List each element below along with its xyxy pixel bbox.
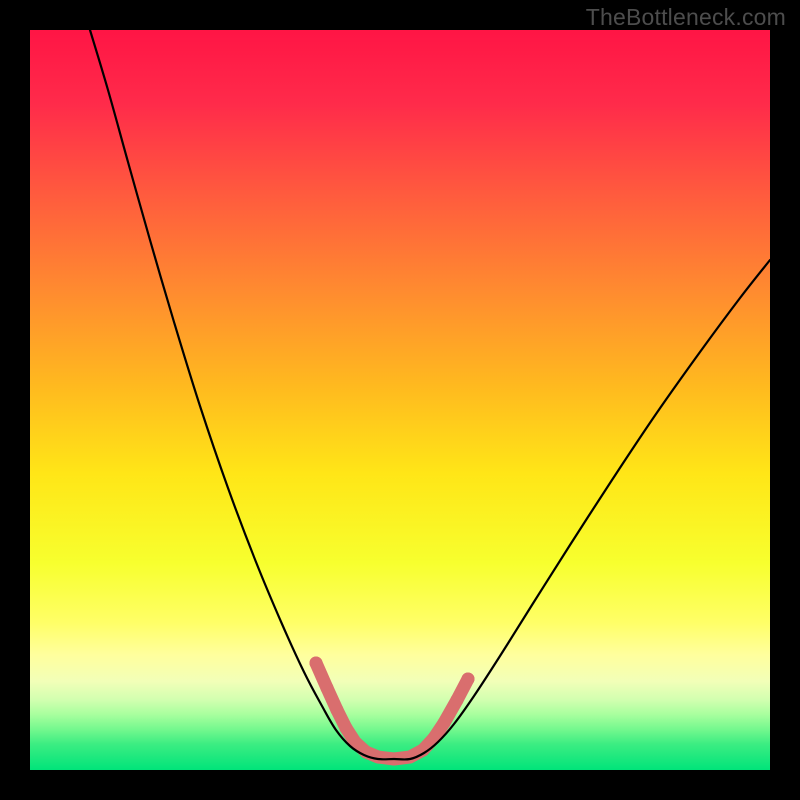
optimal-range-bead <box>438 717 451 730</box>
optimal-range-bead <box>321 682 334 695</box>
optimal-range-bead <box>340 722 353 735</box>
watermark-text: TheBottleneck.com <box>586 4 786 31</box>
optimal-range-bead <box>331 704 344 717</box>
optimal-range-bead <box>310 657 323 670</box>
chart-plot-area <box>30 30 770 770</box>
optimal-range-bead <box>462 673 475 686</box>
bottleneck-curve <box>90 30 770 759</box>
optimal-range-bead <box>451 694 464 707</box>
optimal-range-marker <box>310 657 475 766</box>
bottleneck-curve-layer <box>30 30 770 770</box>
